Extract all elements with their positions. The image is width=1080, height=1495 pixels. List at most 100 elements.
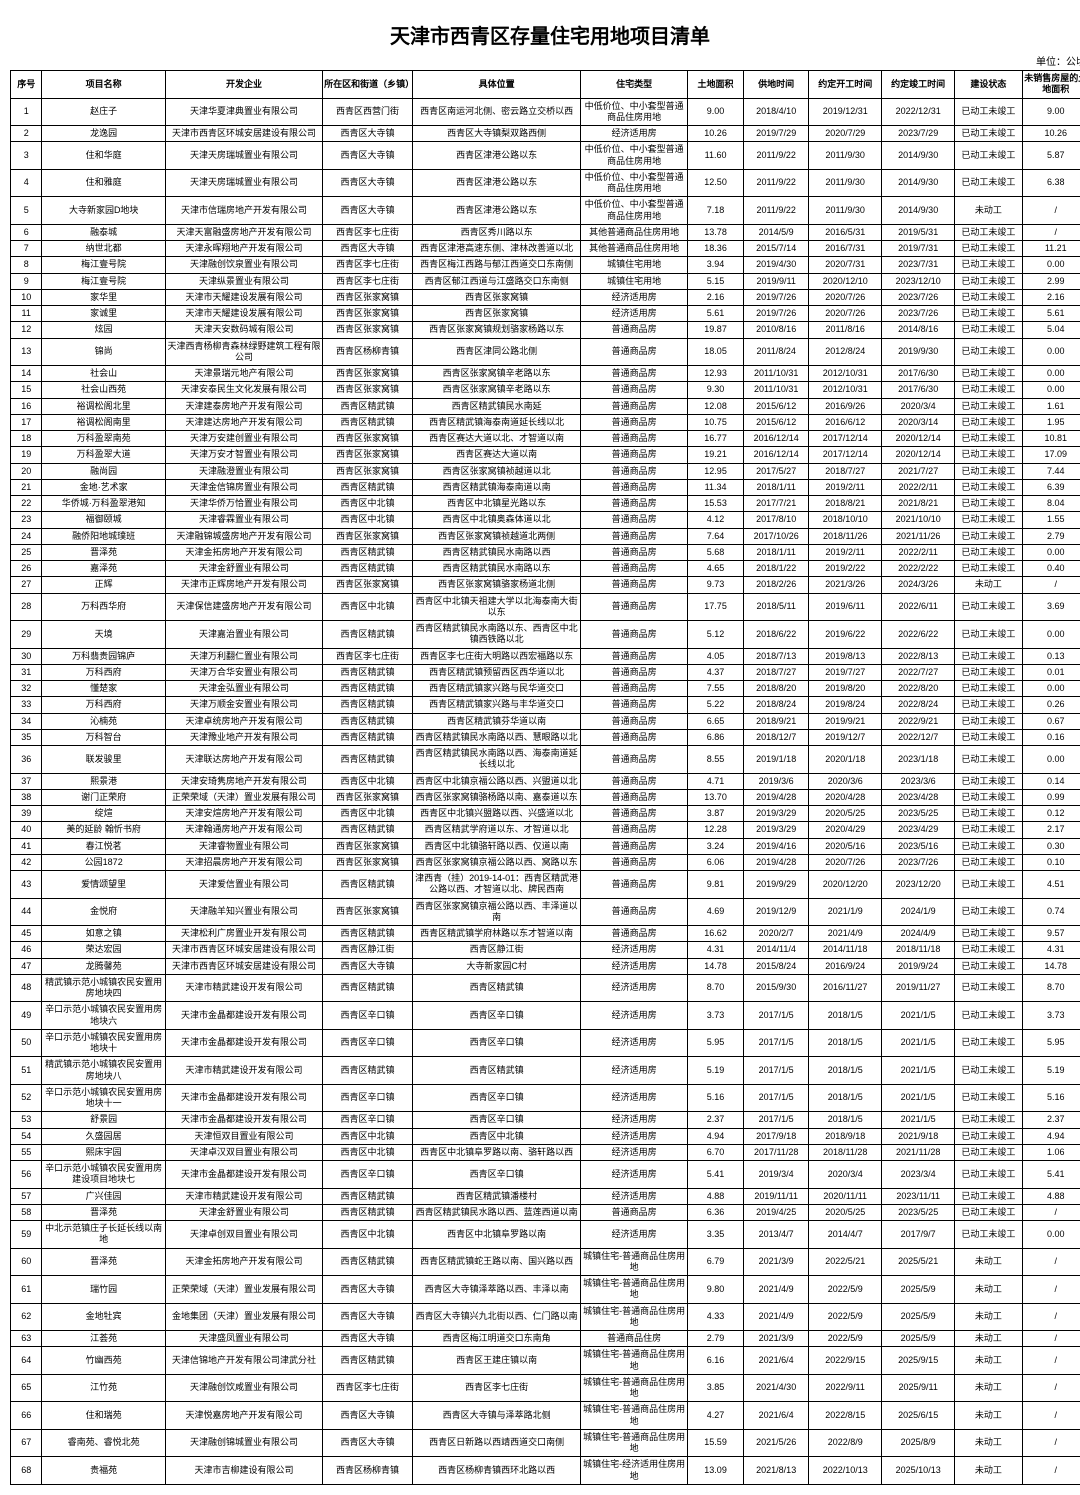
table-cell: 2022/5/9 xyxy=(809,1303,882,1331)
table-cell: 2023/7/26 xyxy=(882,289,955,305)
table-cell: 13.70 xyxy=(688,789,744,805)
table-cell: 西青区精武镇 xyxy=(323,822,413,838)
table-cell: 普通商品房 xyxy=(581,898,688,926)
table-cell: 43 xyxy=(11,871,42,899)
table-cell: 西青区辛口镇 xyxy=(412,1084,580,1112)
table-cell: 4 xyxy=(11,169,42,197)
table-cell: / xyxy=(1022,1331,1080,1347)
table-cell: 2021/4/30 xyxy=(744,1374,809,1402)
table-cell: 5.61 xyxy=(688,306,744,322)
table-cell: 2019/3/4 xyxy=(744,1161,809,1189)
table-cell: 已动工未竣工 xyxy=(955,871,1022,899)
table-cell: 2019/8/13 xyxy=(809,648,882,664)
table-cell: 西青区大寺镇 xyxy=(323,1402,413,1430)
table-cell: 正荣荣域（天津）置业发展有限公司 xyxy=(165,1276,322,1304)
table-cell: 荣达宏园 xyxy=(42,942,166,958)
table-cell: 0.00 xyxy=(1022,746,1080,774)
table-cell: 2014/9/30 xyxy=(882,169,955,197)
table-cell: 2017/5/27 xyxy=(744,463,809,479)
table-cell: 梅江壹号院 xyxy=(42,257,166,273)
col-header: 建设状态 xyxy=(955,71,1022,99)
table-cell: 1.95 xyxy=(1022,414,1080,430)
table-cell: 3.35 xyxy=(688,1221,744,1249)
table-cell: 万科盈翠大道 xyxy=(42,447,166,463)
table-cell: 西青区精武镇海泰南道延长线以北 xyxy=(412,414,580,430)
table-cell: 天津万安才智置业有限公司 xyxy=(165,447,322,463)
table-cell: 西青区辛口镇 xyxy=(323,1112,413,1128)
table-cell: 西青区辛口镇 xyxy=(323,1161,413,1189)
col-header: 住宅类型 xyxy=(581,71,688,99)
table-cell: 城镇住宅-普通商品住房用地 xyxy=(581,1276,688,1304)
table-cell: 西青区精武镇 xyxy=(323,561,413,577)
table-cell: 已动工未竣工 xyxy=(955,479,1022,495)
table-row: 29天境天津嘉治置业有限公司西青区精武镇西青区精武镇民水南路以东、西青区中北镇西… xyxy=(11,621,1080,649)
table-cell: 西青区精武镇学府林路以东才智道以南 xyxy=(412,926,580,942)
table-cell: 19 xyxy=(11,447,42,463)
table-row: 35万科智台天津豫业地产开发有限公司西青区精武镇西青区精武镇民水南路以西、慧眼路… xyxy=(11,729,1080,745)
table-cell: 西青区中北镇 xyxy=(323,1221,413,1249)
table-cell: 西青区李七庄街 xyxy=(323,257,413,273)
table-cell: 2021/8/21 xyxy=(882,496,955,512)
table-cell: 西青区张家窝镇 xyxy=(323,289,413,305)
table-cell: 沁楠苑 xyxy=(42,713,166,729)
table-cell: 普通商品房 xyxy=(581,729,688,745)
table-cell: 2020/3/4 xyxy=(809,1161,882,1189)
table-cell: 2022/8/24 xyxy=(882,697,955,713)
table-cell: 西青区大寺镇兴九北街以西、仁门路以南 xyxy=(412,1303,580,1331)
table-cell: 2020/4/29 xyxy=(809,822,882,838)
table-cell: 32 xyxy=(11,681,42,697)
table-cell: 城镇住宅-普通商品住房用地 xyxy=(581,1374,688,1402)
table-cell: 已动工未竣工 xyxy=(955,1057,1022,1085)
table-cell: 已动工未竣工 xyxy=(955,561,1022,577)
table-cell: 2017/9/18 xyxy=(744,1128,809,1144)
table-cell: 城镇住宅用地 xyxy=(581,257,688,273)
table-cell: 2015/9/30 xyxy=(744,974,809,1002)
table-cell: 2021/4/9 xyxy=(744,1303,809,1331)
table-cell: 经济适用房 xyxy=(581,1221,688,1249)
table-cell: 懂楚家 xyxy=(42,681,166,697)
table-cell: 西青区张家窝镇 xyxy=(323,322,413,338)
table-cell: 经济适用房 xyxy=(581,958,688,974)
table-cell: 2012/10/31 xyxy=(809,382,882,398)
table-cell: 嘉泽苑 xyxy=(42,561,166,577)
col-header: 约定开工时间 xyxy=(809,71,882,99)
table-cell: 2011/8/24 xyxy=(744,338,809,366)
table-cell: 西青区张家窝镇骆家杨道北侧 xyxy=(412,577,580,593)
table-cell: 2.37 xyxy=(688,1112,744,1128)
table-cell: 16 xyxy=(11,398,42,414)
table-cell: 2.16 xyxy=(688,289,744,305)
table-cell: 天津嘉治置业有限公司 xyxy=(165,621,322,649)
table-cell: 2022/8/13 xyxy=(882,648,955,664)
table-cell: 已动工未竣工 xyxy=(955,398,1022,414)
table-row: 14社会山天津景瑞元地产有限公司西青区张家窝镇西青区张家窝镇辛老路以东普通商品房… xyxy=(11,366,1080,382)
table-cell: 已动工未竣工 xyxy=(955,1204,1022,1220)
table-cell: 19.87 xyxy=(688,322,744,338)
table-cell: 26 xyxy=(11,561,42,577)
table-cell: 西青区精武镇 xyxy=(323,1347,413,1375)
table-cell: 2023/7/31 xyxy=(882,257,955,273)
table-cell: 2025/9/11 xyxy=(882,1374,955,1402)
table-cell: 8.04 xyxy=(1022,496,1080,512)
table-cell: 8.70 xyxy=(688,974,744,1002)
table-cell: 西青区精武镇 xyxy=(323,681,413,697)
table-cell: 4.51 xyxy=(1022,871,1080,899)
table-cell: 2012/10/31 xyxy=(809,366,882,382)
table-cell: 9.57 xyxy=(1022,926,1080,942)
table-cell: 普通商品房 xyxy=(581,544,688,560)
table-cell: 西青区中北镇 xyxy=(323,806,413,822)
table-cell: 未动工 xyxy=(955,1331,1022,1347)
table-cell: 西青区中北镇奥森体道以北 xyxy=(412,512,580,528)
table-row: 17裕调松阁南里天津建达房地产开发有限公司西青区精武镇西青区精武镇海泰南道延长线… xyxy=(11,414,1080,430)
table-cell: 西青区张家窝镇京福公路以西、丰泽道以南 xyxy=(412,898,580,926)
table-cell: 西青区辛口镇 xyxy=(412,1029,580,1057)
table-cell: 普通商品房 xyxy=(581,463,688,479)
table-cell: 2023/7/29 xyxy=(882,126,955,142)
table-row: 44金悦府天津融羊知兴置业有限公司西青区张家窝镇西青区张家窝镇京福公路以西、丰泽… xyxy=(11,898,1080,926)
table-cell: / xyxy=(1022,1457,1080,1485)
table-cell: 2.17 xyxy=(1022,822,1080,838)
table-cell: 天津景瑞元地产有限公司 xyxy=(165,366,322,382)
table-cell: 5.16 xyxy=(688,1084,744,1112)
table-cell: 2.16 xyxy=(1022,289,1080,305)
table-cell: 天津市天耀建设发展有限公司 xyxy=(165,306,322,322)
table-cell: 60 xyxy=(11,1248,42,1276)
